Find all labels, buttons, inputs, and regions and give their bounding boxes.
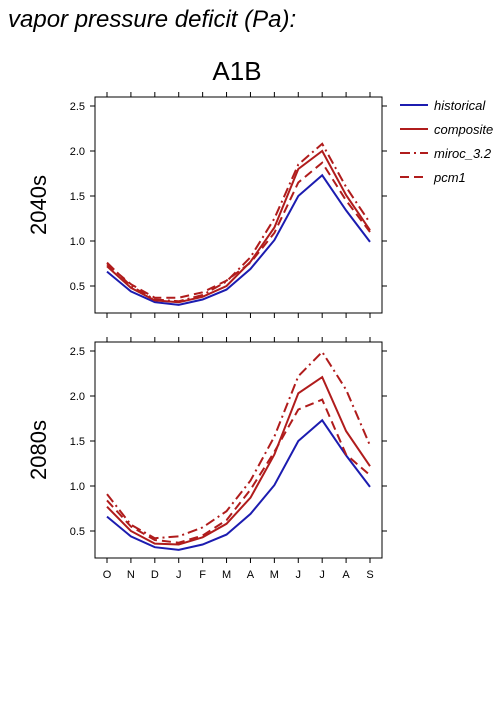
series-line-miroc-3-2 — [106, 142, 371, 303]
y-tick-label: 0.5 — [70, 281, 85, 293]
series-line-composite — [106, 375, 371, 546]
y-tick-label: 1.0 — [70, 236, 85, 248]
x-tick-label: F — [199, 569, 206, 581]
panel-ylabel-2080s: 2080s — [26, 420, 51, 480]
x-tick-label: O — [103, 569, 112, 581]
legend-label: historical — [434, 98, 486, 113]
x-tick-label: M — [222, 569, 231, 581]
y-tick-label: 2.0 — [70, 146, 85, 158]
series-line-composite — [106, 149, 371, 304]
y-tick-label: 0.5 — [70, 526, 85, 538]
y-tick-label: 2.0 — [70, 391, 85, 403]
y-tick-label: 1.0 — [70, 481, 85, 493]
legend-label: miroc_3.2 — [434, 146, 492, 161]
plot-frame — [94, 341, 383, 559]
legend-label: composite — [434, 122, 493, 137]
x-tick-label: A — [342, 569, 350, 581]
y-tick-label: 2.5 — [70, 101, 85, 113]
x-tick-label: S — [366, 569, 373, 581]
series-line-pcm1 — [106, 161, 371, 299]
series-line-pcm1 — [106, 398, 371, 544]
series-line-miroc-3-2 — [106, 350, 371, 540]
x-tick-label: D — [151, 569, 159, 581]
page-title: vapor pressure deficit (Pa): — [8, 6, 297, 33]
series-line-historical — [106, 418, 371, 551]
x-tick-label: A — [247, 569, 255, 581]
panel-ylabel-2040s: 2040s — [26, 175, 51, 235]
panel-2080s: 0.5 1.0 1.5 2.0 2.5 — [70, 337, 387, 563]
chart-title: A1B — [212, 56, 261, 86]
plot-frame — [94, 96, 383, 314]
x-tick-label: N — [127, 569, 135, 581]
series-line-historical — [106, 173, 371, 306]
x-tick-label: J — [176, 569, 182, 581]
y-tick-label: 1.5 — [70, 436, 85, 448]
x-tick-label: J — [296, 569, 302, 581]
legend: historical composite miroc_3.2 pcm1 — [400, 98, 493, 185]
x-tick-label: J — [319, 569, 325, 581]
panel-2040s: 0.5 1.0 1.5 2.0 2.5 — [70, 92, 387, 318]
y-tick-label: 2.5 — [70, 346, 85, 358]
legend-label: pcm1 — [433, 170, 466, 185]
y-tick-label: 1.5 — [70, 191, 85, 203]
x-tick-label: M — [270, 569, 279, 581]
